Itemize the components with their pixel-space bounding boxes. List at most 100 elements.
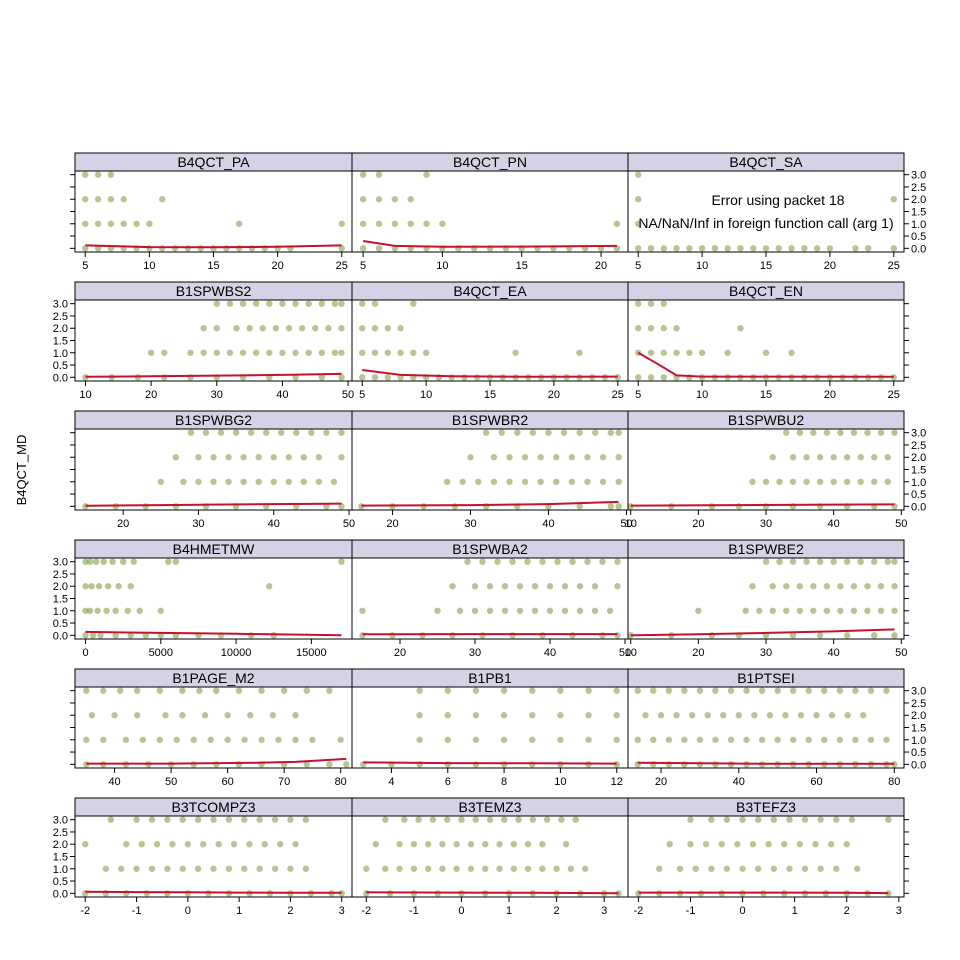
- data-point: [796, 429, 804, 436]
- data-point: [338, 300, 345, 307]
- data-point: [537, 478, 544, 485]
- data-point: [891, 583, 898, 590]
- x-tick-label: 8: [501, 776, 507, 788]
- data-point: [739, 816, 746, 823]
- data-point: [650, 687, 657, 694]
- data-point: [318, 374, 326, 381]
- data-point: [262, 429, 270, 436]
- data-point: [292, 300, 299, 307]
- panel-points: [635, 171, 897, 252]
- y-tick-label: 2.0: [911, 194, 926, 206]
- data-point: [864, 429, 871, 436]
- panel-border: [351, 299, 629, 382]
- data-point: [516, 607, 524, 614]
- data-point: [486, 607, 494, 614]
- data-point: [161, 374, 168, 381]
- panel-title: B4QCT_PA: [177, 154, 250, 170]
- data-point: [585, 736, 592, 743]
- data-point: [252, 300, 260, 307]
- data-point: [500, 712, 508, 719]
- x-tick-label: 25: [888, 389, 900, 401]
- data-point: [127, 583, 134, 590]
- data-point: [871, 558, 878, 565]
- data-point: [124, 607, 131, 614]
- x-tick-label: 3: [896, 905, 902, 917]
- data-point: [410, 865, 418, 872]
- data-point: [790, 687, 797, 694]
- panel-border: [74, 686, 353, 769]
- data-point: [647, 374, 655, 381]
- data-point: [830, 478, 837, 485]
- y-tick-label: 1.5: [53, 336, 68, 348]
- data-point: [702, 841, 710, 848]
- data-point: [827, 841, 835, 848]
- data-point: [94, 196, 102, 203]
- data-point: [877, 607, 885, 614]
- data-point: [359, 300, 366, 307]
- data-point: [184, 245, 192, 252]
- y-tick-label: 2.5: [53, 311, 68, 323]
- data-point: [102, 865, 109, 872]
- data-point: [272, 325, 280, 332]
- data-point: [338, 325, 345, 332]
- x-tick-label: 15: [760, 389, 772, 401]
- data-point: [451, 503, 459, 510]
- x-tick-label: 20: [824, 389, 836, 401]
- trend-line: [630, 628, 895, 637]
- data-point: [472, 736, 480, 743]
- data-point: [375, 196, 383, 203]
- data-point: [803, 454, 810, 461]
- data-point: [82, 220, 89, 227]
- data-point: [444, 761, 451, 768]
- panel-border: [74, 170, 353, 253]
- data-point: [712, 687, 719, 694]
- data-point: [813, 712, 820, 719]
- data-point: [568, 454, 576, 461]
- x-tick-label: 5: [359, 389, 365, 401]
- data-point: [161, 349, 168, 356]
- data-point: [247, 712, 254, 719]
- panel-title: B1SPWBR2: [452, 412, 528, 428]
- data-point: [100, 558, 107, 565]
- data-point: [225, 816, 233, 823]
- panel: B1SPWBA2 20 30 40 50: [351, 539, 631, 659]
- data-point: [266, 349, 273, 356]
- x-tick-label: 10: [696, 389, 708, 401]
- data-point: [696, 761, 704, 768]
- data-point: [338, 245, 345, 252]
- y-tick-label: 3.0: [53, 299, 68, 311]
- panel-border: [627, 170, 905, 253]
- data-point: [724, 245, 731, 252]
- data-point: [112, 607, 119, 614]
- panel-border: [627, 557, 905, 640]
- data-point: [359, 607, 366, 614]
- y-tick-label: 0.0: [911, 759, 926, 771]
- data-point: [635, 374, 642, 381]
- data-point: [635, 325, 642, 332]
- data-point: [727, 736, 735, 743]
- data-point: [127, 632, 134, 639]
- data-point: [331, 349, 339, 356]
- data-point: [884, 478, 891, 485]
- x-tick-label: 0: [740, 905, 746, 917]
- panel: B4QCT_EN 5 10 15 20 25: [627, 281, 909, 401]
- data-point: [104, 583, 112, 590]
- data-point: [318, 300, 326, 307]
- data-point: [607, 503, 615, 510]
- data-point: [241, 865, 248, 872]
- data-point: [210, 478, 217, 485]
- data-point: [529, 736, 536, 743]
- y-tick-label: 0.0: [53, 630, 68, 642]
- y-tick-label: 2.0: [911, 452, 926, 464]
- trend-line: [86, 757, 347, 765]
- data-point: [146, 220, 153, 227]
- y-tick-label: 0.5: [911, 747, 926, 759]
- data-point: [816, 478, 824, 485]
- data-point: [82, 632, 89, 639]
- data-point: [871, 454, 878, 461]
- data-point: [529, 687, 536, 694]
- x-tick-label: 5: [82, 260, 88, 272]
- data-point: [285, 478, 292, 485]
- data-point: [459, 478, 466, 485]
- data-point: [801, 245, 808, 252]
